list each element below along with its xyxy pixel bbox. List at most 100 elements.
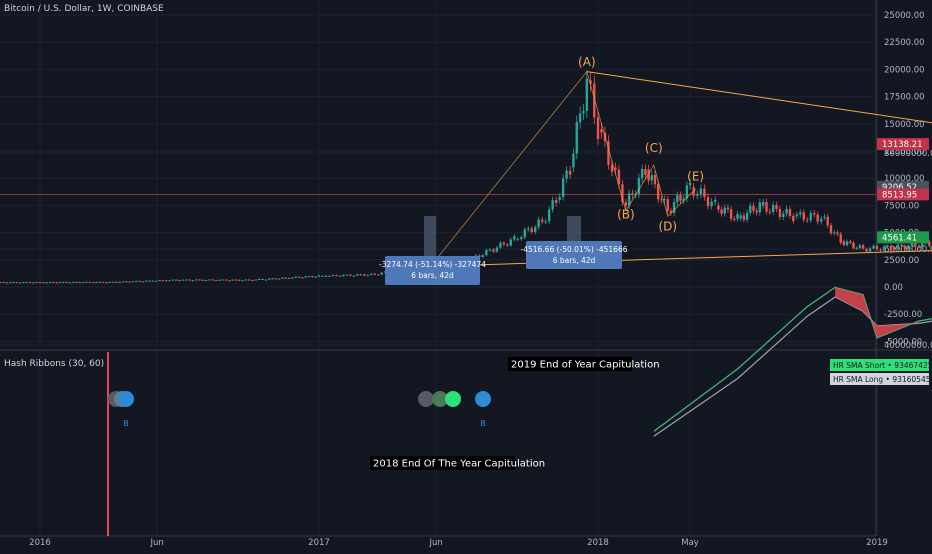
candle-body bbox=[733, 219, 735, 220]
candle-body bbox=[311, 276, 313, 277]
candle-body bbox=[172, 280, 174, 281]
candle-body bbox=[806, 220, 808, 221]
price-tick-label: 7500.00 bbox=[884, 201, 919, 211]
price-tick-label: 22500.00 bbox=[884, 38, 925, 48]
candle-body bbox=[62, 282, 64, 283]
candle-body bbox=[707, 197, 709, 206]
candle-body bbox=[562, 179, 564, 198]
candle-body bbox=[109, 282, 111, 283]
candle-body bbox=[228, 280, 230, 281]
candle-body bbox=[736, 214, 738, 219]
candle-body bbox=[35, 282, 37, 283]
candle-body bbox=[132, 281, 134, 282]
candle-body bbox=[377, 274, 379, 275]
candle-body bbox=[85, 282, 87, 283]
candle-body bbox=[342, 275, 344, 276]
price-tick-label: 0.00 bbox=[884, 283, 903, 293]
candle-body bbox=[772, 205, 774, 212]
candle-body bbox=[739, 215, 741, 218]
candle-body bbox=[99, 282, 101, 283]
candle-body bbox=[582, 111, 584, 113]
candle-body bbox=[830, 225, 832, 233]
candle-body bbox=[367, 275, 369, 276]
candle-body bbox=[859, 245, 861, 248]
candle-body bbox=[69, 282, 71, 283]
candle-body bbox=[65, 282, 67, 283]
candle-body bbox=[520, 237, 522, 239]
measure-bars-label: 6 bars, 42d bbox=[411, 271, 454, 280]
candle-body bbox=[879, 249, 881, 250]
candle-body bbox=[208, 279, 210, 280]
candle-body bbox=[503, 243, 505, 245]
candle-body bbox=[49, 282, 51, 283]
candle-body bbox=[305, 276, 307, 277]
candle-body bbox=[261, 279, 263, 280]
candle-body bbox=[198, 280, 200, 281]
candle-body bbox=[195, 280, 197, 281]
candle-body bbox=[271, 278, 273, 279]
candle-body bbox=[122, 281, 124, 282]
candle-body bbox=[517, 239, 519, 240]
time-tick-label: May bbox=[681, 538, 699, 548]
candle-body bbox=[335, 275, 337, 276]
candle-body bbox=[765, 202, 767, 211]
candle-body bbox=[667, 199, 669, 211]
candle-body bbox=[897, 245, 899, 249]
candle-body bbox=[524, 230, 526, 238]
candle-body bbox=[872, 246, 874, 249]
candle-body bbox=[325, 276, 327, 277]
candle-body bbox=[215, 280, 217, 281]
annotation-text: 2018 End Of The Year Capitulation bbox=[373, 459, 545, 470]
candle-body bbox=[799, 212, 801, 214]
candle-body bbox=[700, 189, 702, 195]
candle-body bbox=[29, 282, 31, 283]
candle-body bbox=[95, 282, 97, 283]
candle-body bbox=[499, 243, 501, 248]
candle-body bbox=[288, 278, 290, 279]
candle-body bbox=[370, 274, 372, 275]
candle-body bbox=[165, 280, 167, 281]
candle-body bbox=[538, 220, 540, 228]
candle-body bbox=[833, 232, 835, 233]
candle-body bbox=[779, 209, 781, 217]
candle-body bbox=[135, 281, 137, 282]
candle-body bbox=[572, 154, 574, 168]
candle-body bbox=[332, 275, 334, 276]
candle-body bbox=[846, 241, 848, 245]
price-tick-label: 20000.00 bbox=[884, 65, 925, 75]
candle-body bbox=[803, 212, 805, 219]
candle-body bbox=[720, 210, 722, 214]
candle-body bbox=[544, 221, 546, 222]
wave-label: (C) bbox=[645, 141, 663, 155]
candle-body bbox=[775, 205, 777, 209]
wave-label: (B) bbox=[617, 207, 635, 221]
price-tick-label: 2500.00 bbox=[884, 256, 919, 266]
candle-body bbox=[152, 281, 154, 282]
candle-body bbox=[759, 202, 761, 212]
candle-body bbox=[42, 282, 44, 283]
candle-body bbox=[245, 280, 247, 281]
candle-body bbox=[817, 215, 819, 222]
candle-body bbox=[752, 206, 754, 211]
candle-body bbox=[886, 246, 888, 247]
candle-body bbox=[654, 175, 656, 184]
candle-body bbox=[849, 241, 851, 242]
candle-body bbox=[145, 281, 147, 282]
candle-body bbox=[548, 209, 550, 221]
candle-body bbox=[527, 228, 529, 229]
candle-body bbox=[178, 280, 180, 281]
candle-body bbox=[142, 281, 144, 282]
candle-body bbox=[813, 213, 815, 215]
candle-body bbox=[321, 276, 323, 277]
buy-signal-dot bbox=[475, 391, 491, 407]
measure-change-label: -4516.66 (-50.01%) -451666 bbox=[521, 245, 628, 254]
candle-body bbox=[785, 209, 787, 214]
candle-body bbox=[318, 275, 320, 276]
wave-label: (A) bbox=[578, 55, 596, 69]
candle-body bbox=[202, 280, 204, 281]
candle-body bbox=[852, 243, 854, 248]
candle-body bbox=[278, 279, 280, 280]
candle-body bbox=[115, 282, 117, 283]
candle-body bbox=[918, 246, 920, 248]
